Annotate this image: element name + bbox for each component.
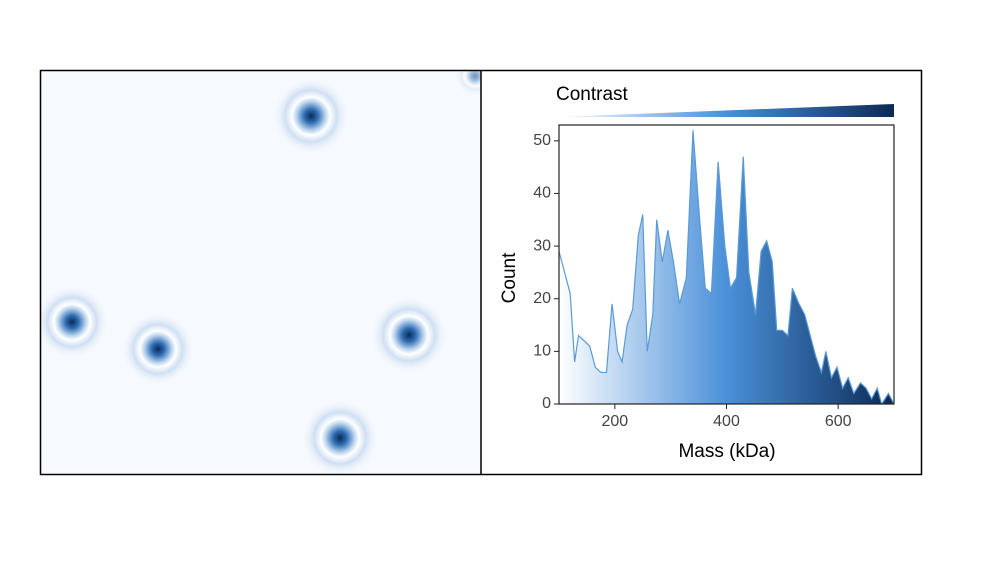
area [559,130,894,404]
y-tick-label: 30 [533,237,551,254]
micrograph [41,71,481,474]
contrast-wedge [556,104,894,117]
x-tick-label: 600 [825,413,852,430]
y-tick-label: 0 [542,395,551,412]
y-tick-label: 40 [533,185,551,202]
x-tick-label: 400 [713,413,740,430]
x-axis-label: Mass (kDa) [678,441,775,462]
y-tick-label: 10 [533,343,551,360]
contrast-label: Contrast [556,84,629,105]
y-tick-label: 50 [533,132,551,149]
y-tick-label: 20 [533,290,551,307]
x-tick-label: 200 [601,413,628,430]
y-axis-label: Count [499,252,520,303]
line [558,130,895,406]
